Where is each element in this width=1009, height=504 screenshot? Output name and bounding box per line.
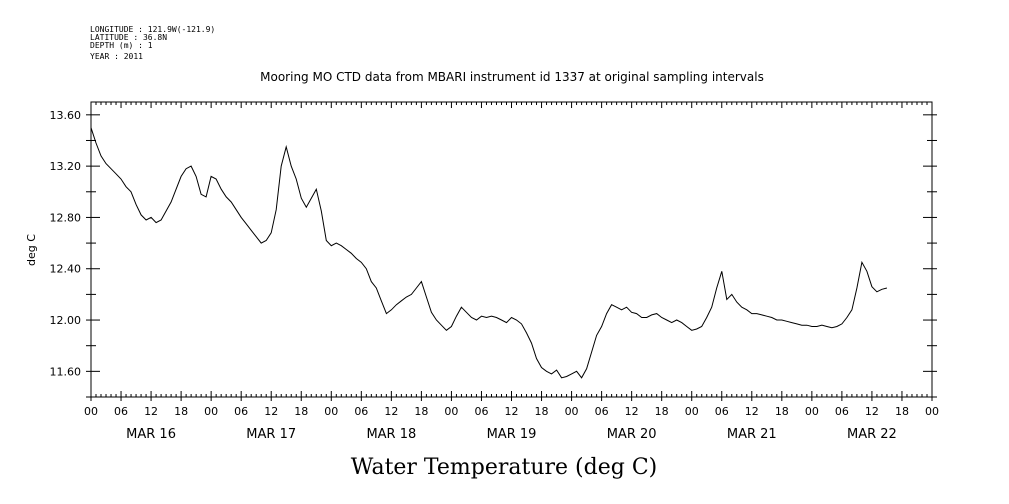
x-tick-label: 18	[414, 405, 428, 418]
x-tick-label: 06	[234, 405, 248, 418]
day-label: MAR 18	[366, 427, 416, 442]
meta-line-depth: DEPTH (m) : 1	[90, 41, 153, 50]
day-label: MAR 21	[727, 427, 777, 442]
x-tick-label: 00	[204, 405, 218, 418]
day-label: MAR 19	[487, 427, 537, 442]
y-tick-labels: 11.60 12.00 12.40 12.80 13.20 13.60	[50, 109, 82, 379]
x-tick-label: 00	[444, 405, 458, 418]
y-tick-label: 12.40	[50, 263, 82, 276]
day-label: MAR 16	[126, 427, 176, 442]
x-tick-label: 18	[655, 405, 669, 418]
day-label: MAR 22	[847, 427, 897, 442]
meta-line-longitude: LONGITUDE : 121.9W(-121.9)	[90, 25, 215, 34]
x-axis-title: Water Temperature (deg C)	[351, 455, 658, 480]
temperature-series-line	[90, 127, 888, 379]
x-tick-label: 12	[384, 405, 398, 418]
y-tick-label: 13.60	[50, 109, 82, 122]
y-tick-label: 13.20	[50, 160, 82, 173]
x-tick-label: 00	[84, 405, 98, 418]
day-labels: MAR 16 MAR 17 MAR 18 MAR 19 MAR 20 MAR 21 MAR …	[126, 427, 897, 442]
y-axis-label: deg C	[25, 234, 38, 266]
y-tick-label: 12.00	[50, 314, 82, 327]
x-tick-label: 06	[474, 405, 488, 418]
x-tick-labels: 00 06 12 18 00 06 12 18 00 06 12 18 00 06 12 18 00 06 12 18…	[84, 405, 939, 418]
x-tick-label: 00	[565, 405, 579, 418]
x-tick-label: 06	[354, 405, 368, 418]
x-tick-label: 06	[715, 405, 729, 418]
x-tick-label: 12	[505, 405, 519, 418]
x-tick-label: 00	[925, 405, 939, 418]
x-tick-label: 12	[745, 405, 759, 418]
axis-ticks	[86, 102, 937, 401]
x-tick-label: 00	[805, 405, 819, 418]
meta-line-latitude: LATITUDE : 36.8N	[90, 33, 167, 42]
x-tick-label: 12	[264, 405, 278, 418]
day-label: MAR 20	[607, 427, 657, 442]
metadata-header: LONGITUDE : 121.9W(-121.9) LATITUDE : 36…	[90, 25, 215, 61]
x-tick-label: 12	[625, 405, 639, 418]
x-tick-label: 18	[294, 405, 308, 418]
plot-frame	[90, 101, 933, 398]
x-tick-label: 06	[835, 405, 849, 418]
x-tick-label: 12	[144, 405, 158, 418]
y-tick-label: 11.60	[50, 365, 82, 378]
x-tick-label: 06	[114, 405, 128, 418]
x-tick-label: 18	[775, 405, 789, 418]
x-tick-label: 18	[174, 405, 188, 418]
x-tick-label: 18	[895, 405, 909, 418]
x-tick-label: 12	[865, 405, 879, 418]
day-label: MAR 17	[246, 427, 296, 442]
x-tick-label: 06	[595, 405, 609, 418]
chart-title: Mooring MO CTD data from MBARI instrumen…	[260, 70, 764, 84]
x-tick-label: 00	[685, 405, 699, 418]
meta-line-year: YEAR : 2011	[90, 52, 143, 61]
x-tick-label: 18	[535, 405, 549, 418]
y-tick-label: 12.80	[50, 211, 82, 224]
x-tick-label: 00	[324, 405, 338, 418]
